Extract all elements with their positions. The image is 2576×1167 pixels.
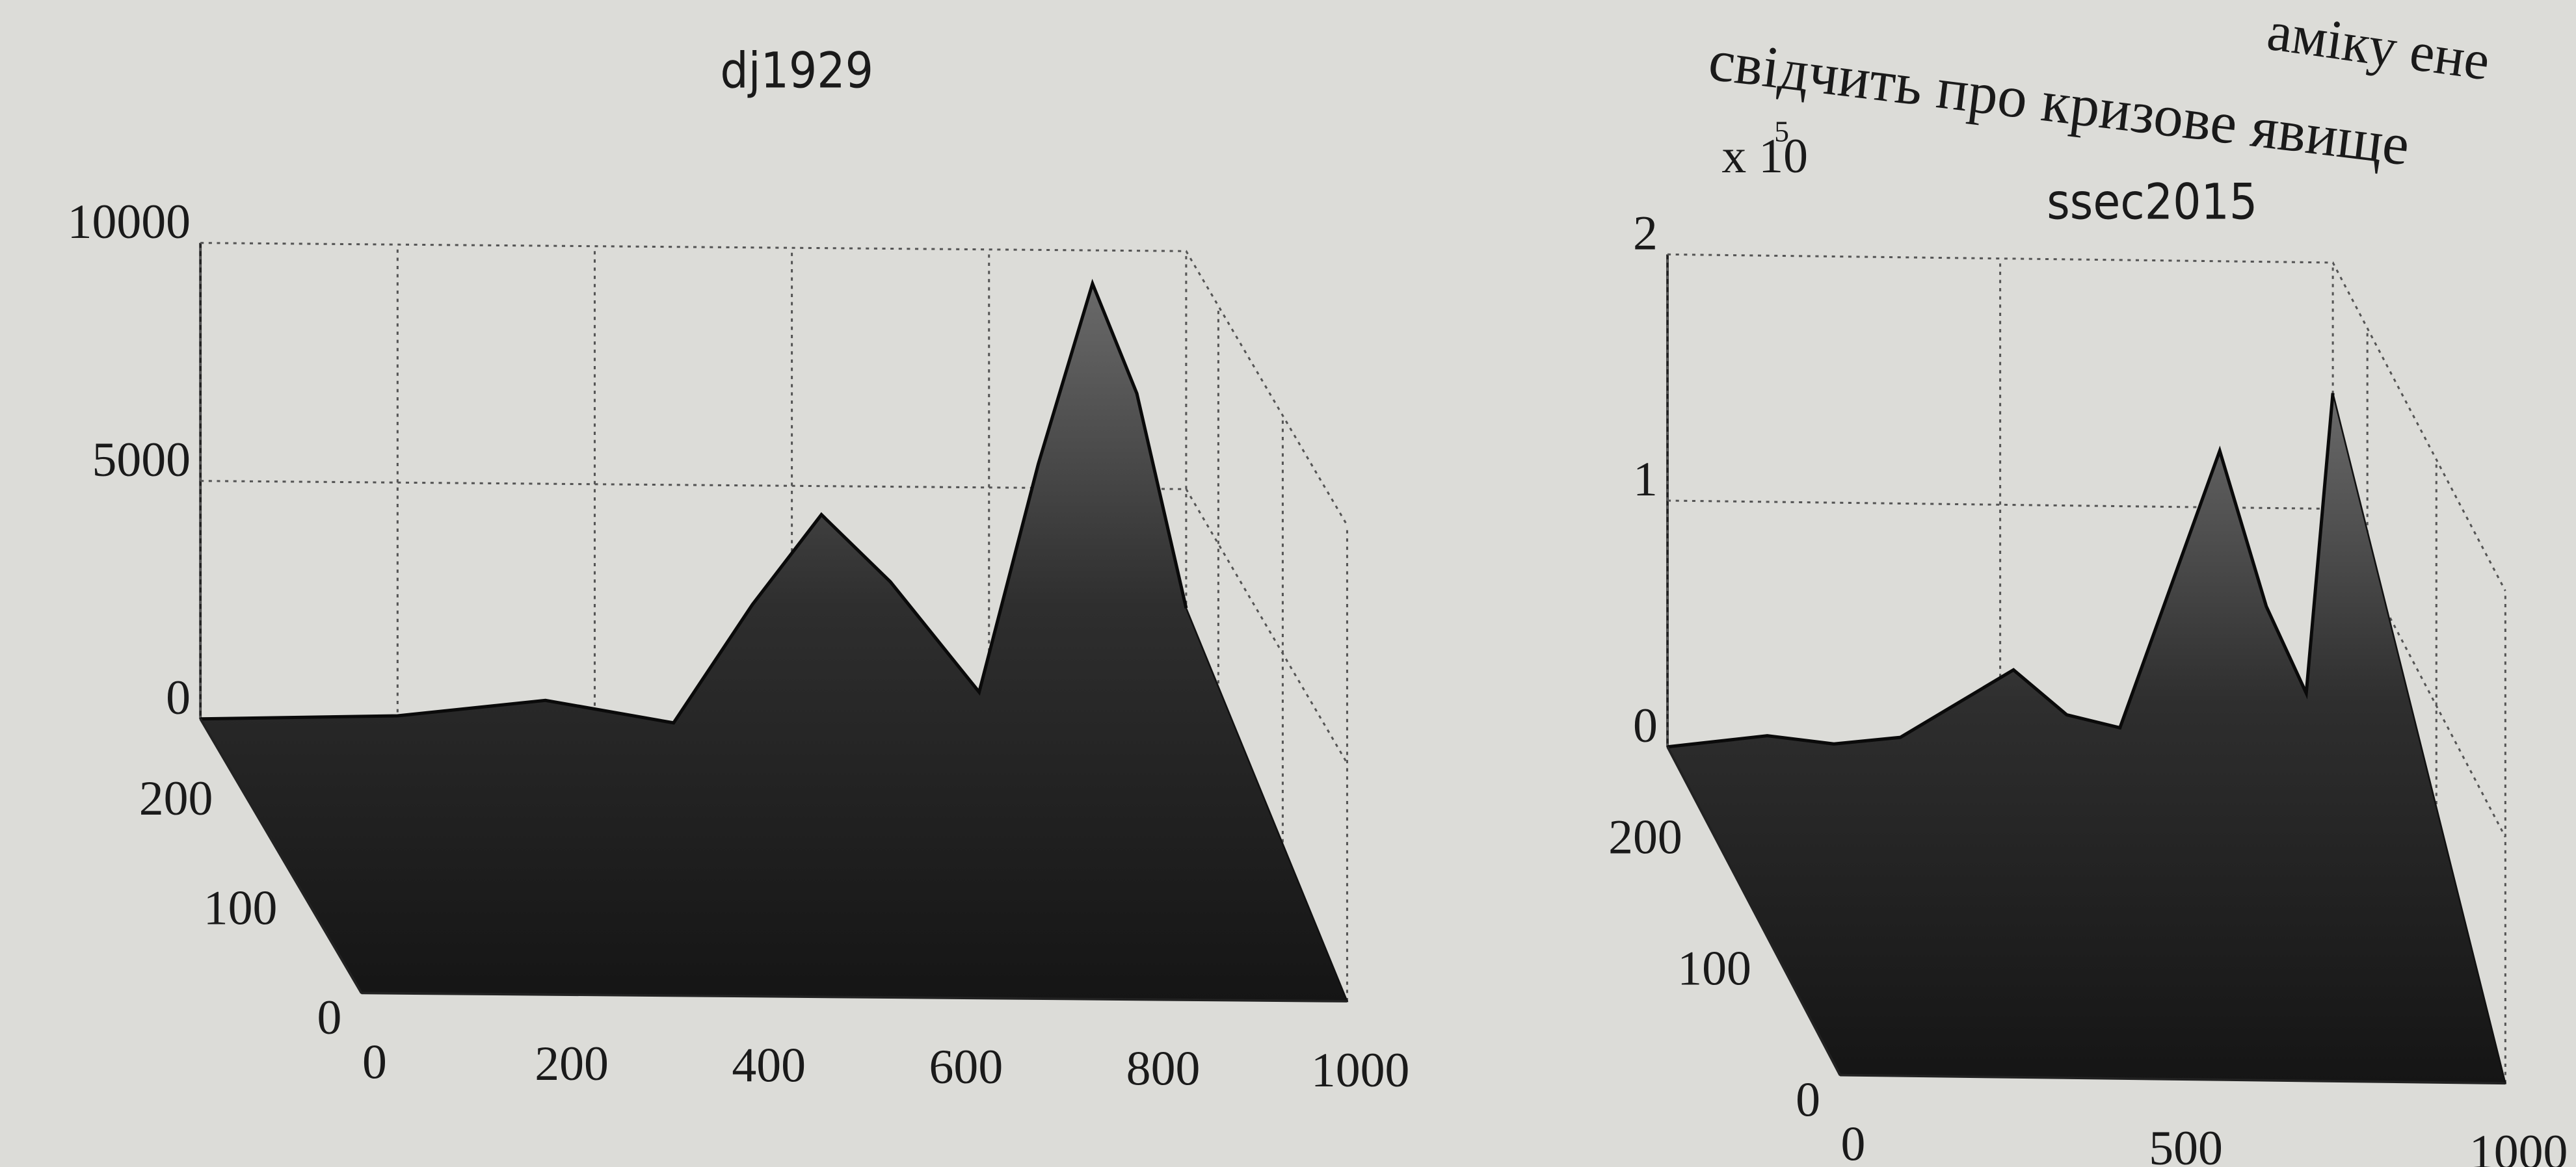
z-tick-label: 0 — [1633, 698, 1658, 753]
x-axis — [361, 991, 1348, 1003]
y-tick-label: 0 — [1796, 1072, 1820, 1127]
x-tick-label: 400 — [732, 1038, 806, 1092]
z-tick-label: 1 — [1633, 452, 1658, 506]
z-tick-label: 0 — [166, 670, 191, 725]
x-tick-label: 1000 — [2469, 1125, 2568, 1167]
surface-chart: ssec2015 x 105 0 1 2 0 500 1000 0 100 200 — [1608, 114, 2568, 1167]
y-tick-label: 100 — [204, 881, 278, 936]
x-tick-label: 500 — [2149, 1121, 2223, 1167]
x-tick-label: 0 — [1841, 1117, 1866, 1167]
z-tick-label: 2 — [1633, 205, 1658, 260]
x-tick-label: 0 — [362, 1034, 387, 1089]
y-axis — [1666, 746, 1841, 1076]
grid-line — [1667, 253, 2506, 592]
z-tick-label: 10000 — [68, 194, 191, 249]
y-tick-label: 0 — [317, 990, 342, 1045]
chart-title: dj1929 — [720, 42, 873, 99]
x-tick-label: 600 — [929, 1040, 1003, 1094]
x-tick-label: 800 — [1126, 1042, 1201, 1096]
x-tick-label: 200 — [535, 1036, 609, 1091]
y-tick-label: 100 — [1677, 941, 1751, 996]
grid-line — [200, 242, 1348, 526]
surface-ridge — [1667, 393, 2335, 749]
y-tick-label: 200 — [139, 771, 213, 826]
z-tick-label: 5000 — [92, 432, 191, 487]
y-tick-label: 200 — [1608, 810, 1682, 865]
y-axis — [199, 718, 363, 994]
surface-ridge — [200, 278, 1188, 725]
x-axis — [1840, 1073, 2506, 1085]
axis-multiplier-exponent: 5 — [1774, 114, 1789, 148]
axis-multiplier: x 10 — [1721, 129, 1808, 183]
chart-title: ssec2015 — [2047, 174, 2257, 231]
x-tick-label: 1000 — [1311, 1043, 1410, 1097]
